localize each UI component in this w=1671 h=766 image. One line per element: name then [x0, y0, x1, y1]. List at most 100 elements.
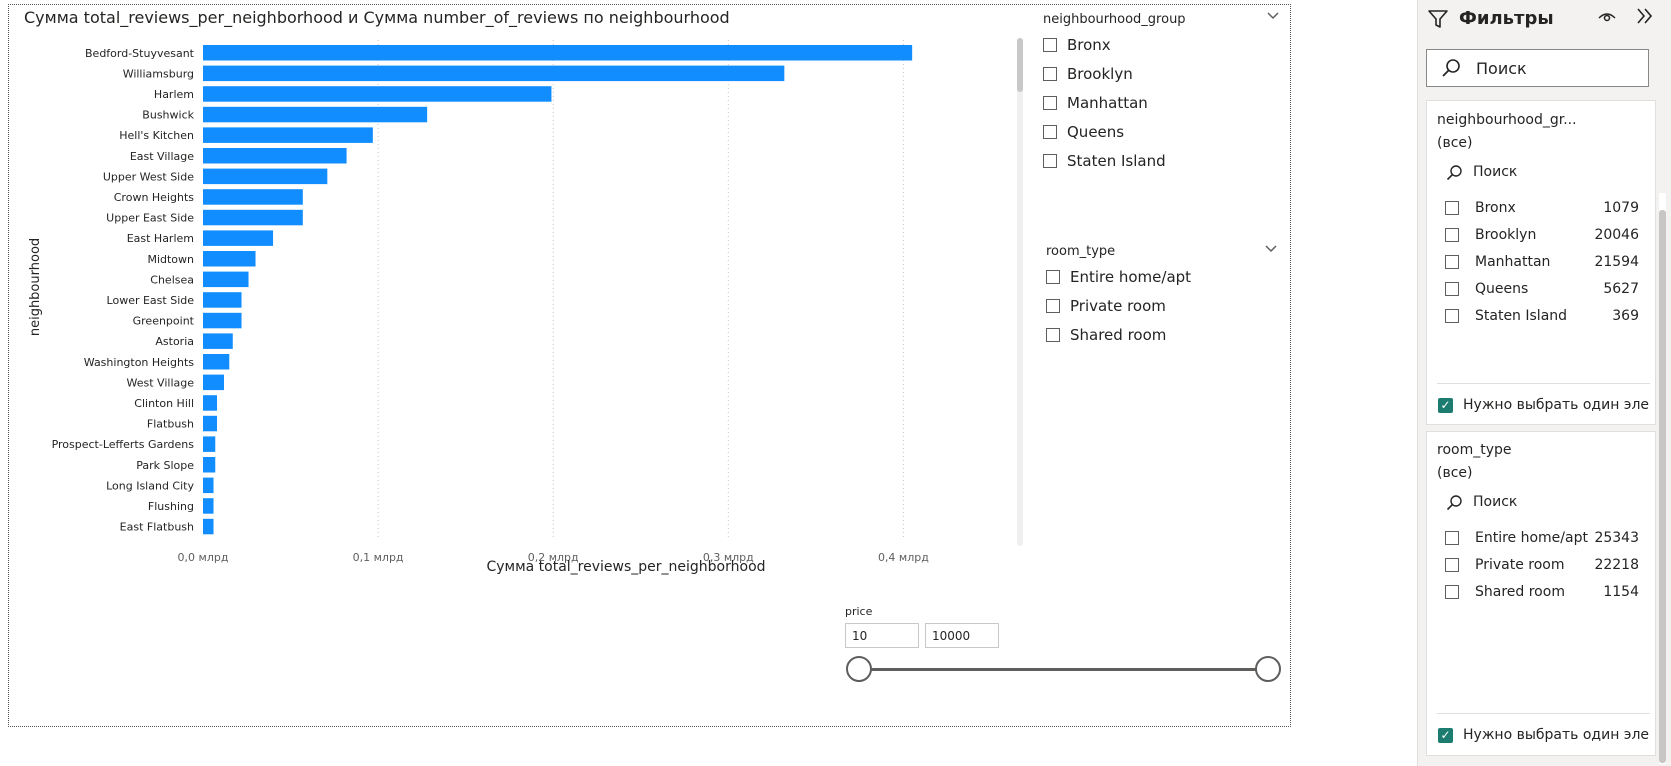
slicer-group-item[interactable]: Manhattan — [1043, 92, 1166, 114]
checkbox[interactable] — [1043, 154, 1057, 168]
require-single-toggle[interactable]: ✓ Нужно выбрать один элемент — [1438, 727, 1650, 743]
bar[interactable] — [203, 415, 218, 432]
category-label: Flushing — [148, 500, 194, 513]
bar[interactable] — [203, 86, 552, 102]
filter-item-label: Queens — [1475, 280, 1529, 297]
slicer-scrollbar-thumb[interactable] — [1017, 38, 1023, 92]
slicer-item-label: Bronx — [1067, 36, 1111, 54]
chart-gridlines — [377, 40, 904, 540]
price-min-input[interactable]: 10 — [845, 623, 919, 648]
bar[interactable] — [203, 168, 328, 185]
category-label: Lower East Side — [107, 294, 195, 307]
filter-card-item[interactable]: Staten Island 369 — [1445, 302, 1639, 329]
slicer-room-item[interactable]: Shared room — [1046, 324, 1191, 346]
checkbox[interactable] — [1046, 270, 1060, 284]
filter-card-title[interactable]: room_type — [1437, 442, 1512, 458]
filter-card-search[interactable]: Поиск — [1473, 164, 1518, 180]
slicer-item-label: Manhattan — [1067, 94, 1148, 112]
chart-title: Сумма total_reviews_per_neighborhood и С… — [24, 8, 730, 27]
filter-card-item[interactable]: Queens 5627 — [1445, 275, 1639, 302]
checkbox[interactable] — [1445, 227, 1459, 242]
category-label: East Flatbush — [120, 521, 194, 534]
filter-card-divider — [1437, 713, 1650, 714]
bar[interactable] — [203, 65, 785, 82]
price-max-input[interactable]: 10000 — [925, 623, 999, 648]
bar[interactable] — [203, 374, 225, 391]
category-label: Long Island City — [106, 479, 194, 492]
chart-category-labels: Bedford-Stuyvesant Williamsburg Harlem Bush… — [52, 47, 195, 534]
bar[interactable] — [203, 518, 214, 535]
report-canvas — [8, 4, 1291, 727]
slicer-group-item[interactable]: Bronx — [1043, 34, 1166, 56]
bar[interactable] — [203, 457, 216, 473]
filters-scrollbar-thumb[interactable] — [1659, 210, 1666, 763]
checkbox[interactable] — [1445, 530, 1459, 545]
bar[interactable] — [203, 354, 230, 370]
bar[interactable] — [203, 251, 256, 267]
checkbox[interactable] — [1046, 299, 1060, 313]
slicer-room-item[interactable]: Private room — [1046, 295, 1191, 317]
require-single-label: Нужно выбрать один элемент — [1463, 397, 1650, 413]
checkbox[interactable] — [1445, 200, 1459, 215]
slicer-group-item[interactable]: Staten Island — [1043, 150, 1166, 172]
checkbox[interactable] — [1043, 125, 1057, 139]
price-slider-track[interactable] — [859, 668, 1268, 671]
bar[interactable] — [203, 395, 218, 411]
category-label: Upper West Side — [103, 170, 194, 183]
filter-card-item[interactable]: Private room 22218 — [1445, 551, 1639, 578]
bar[interactable] — [203, 498, 214, 514]
filter-card-item[interactable]: Brooklyn 20046 — [1445, 221, 1639, 248]
checkbox[interactable] — [1043, 96, 1057, 110]
filter-card-item[interactable]: Bronx 1079 — [1445, 194, 1639, 221]
checkmark-icon[interactable]: ✓ — [1438, 727, 1453, 743]
checkbox[interactable] — [1445, 584, 1459, 599]
checkbox[interactable] — [1043, 38, 1057, 52]
slicer-item-label: Queens — [1067, 123, 1125, 141]
eye-icon[interactable] — [1597, 9, 1617, 29]
bar[interactable] — [203, 106, 428, 123]
checkbox[interactable] — [1445, 254, 1459, 269]
bar[interactable] — [203, 271, 249, 288]
category-label: Midtown — [147, 253, 194, 266]
slicer-group-item[interactable]: Queens — [1043, 121, 1166, 143]
chevron-down-icon[interactable] — [1264, 241, 1278, 259]
bar[interactable] — [203, 312, 242, 329]
chevron-down-icon[interactable] — [1266, 8, 1280, 26]
checkmark-icon[interactable]: ✓ — [1438, 397, 1453, 413]
bar[interactable] — [203, 230, 274, 246]
bar[interactable] — [203, 45, 913, 61]
filter-card-search[interactable]: Поиск — [1473, 494, 1518, 510]
require-single-toggle[interactable]: ✓ Нужно выбрать один элемент — [1438, 397, 1650, 413]
category-label: Clinton Hill — [134, 397, 194, 410]
category-label: Prospect-Lefferts Gardens — [52, 438, 195, 451]
bar[interactable] — [203, 333, 233, 349]
price-slider-max-handle[interactable] — [1255, 656, 1281, 682]
filter-card-list: Bronx 1079 Brooklyn 20046 Manhattan 2159… — [1445, 194, 1639, 329]
slicer-scrollbar-track[interactable] — [1017, 38, 1023, 546]
slicer-group-item[interactable]: Brooklyn — [1043, 63, 1166, 85]
bar[interactable] — [203, 292, 242, 308]
bar[interactable] — [203, 148, 347, 164]
filter-card-item[interactable]: Shared room 1154 — [1445, 578, 1639, 605]
checkbox[interactable] — [1445, 557, 1459, 572]
double-chevron-right-icon[interactable] — [1635, 4, 1655, 33]
bar[interactable] — [203, 209, 303, 226]
slicer-room-item[interactable]: Entire home/apt — [1046, 266, 1191, 288]
filter-card-title[interactable]: neighbourhood_gr... — [1437, 112, 1577, 128]
filters-search-input[interactable] — [1426, 49, 1649, 87]
filter-funnel-icon — [1427, 8, 1449, 34]
checkbox[interactable] — [1445, 281, 1459, 296]
category-label: Upper East Side — [106, 212, 194, 225]
bar[interactable] — [203, 189, 303, 205]
category-label: Washington Heights — [84, 356, 195, 369]
bar[interactable] — [203, 127, 373, 143]
checkbox[interactable] — [1445, 308, 1459, 323]
filter-card-item[interactable]: Manhattan 21594 — [1445, 248, 1639, 275]
filter-card-item[interactable]: Entire home/apt 25343 — [1445, 524, 1639, 551]
checkbox[interactable] — [1043, 67, 1057, 81]
bar[interactable] — [203, 477, 214, 494]
checkbox[interactable] — [1046, 328, 1060, 342]
bar[interactable] — [203, 436, 216, 452]
filter-item-label: Bronx — [1475, 199, 1516, 216]
price-slider-min-handle[interactable] — [846, 656, 872, 682]
